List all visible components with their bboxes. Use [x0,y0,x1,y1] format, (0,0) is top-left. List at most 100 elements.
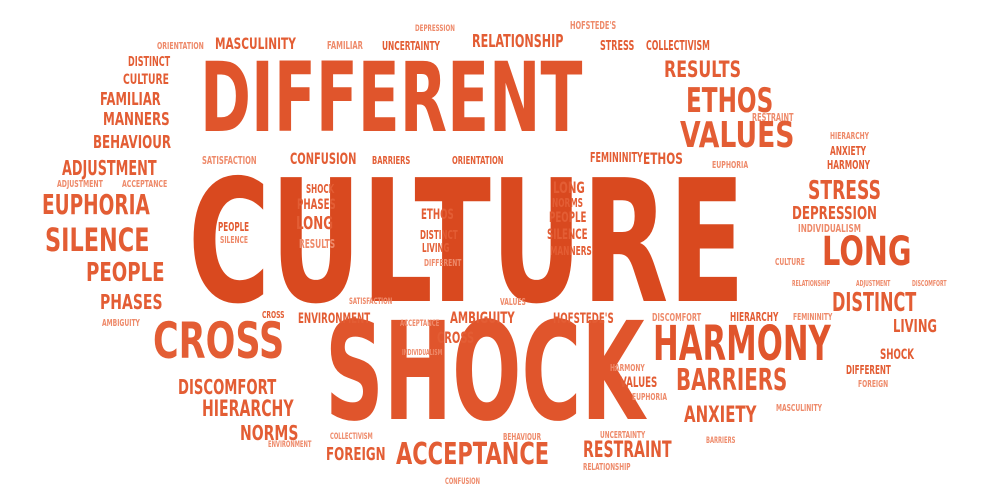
cloud-word: DISCOMFORT [912,279,947,288]
cloud-word: RESULTS [299,237,336,251]
cloud-word: INDIVIDUALISM [402,348,443,357]
cloud-word: LIVING [422,241,450,255]
cloud-word: FAMILIAR [327,39,363,52]
cloud-word: ADJUSTMENT [62,156,157,180]
cloud-word: FEMININITY [590,151,643,166]
cloud-word: CULTURE [188,144,746,342]
cloud-word: RELATIONSHIP [472,31,564,52]
cloud-word: CROSS [262,310,285,321]
cloud-word: hOFSTEDE'S [570,19,617,32]
cloud-word: NORMS [240,421,299,445]
cloud-word: Shock [306,182,335,196]
cloud-word: PEOPLE [218,220,250,234]
cloud-word: INDIVIDUALISM [798,222,861,235]
cloud-word: PEOPLE [549,210,587,226]
cloud-word: CROSS [153,312,285,370]
cloud-word: FAMILIAR [100,89,161,110]
cloud-word: hIERARCHY [730,310,779,324]
cloud-word: ACCEPTANCE [400,319,440,329]
cloud-word: CONFUSION [445,477,480,487]
cloud-word: LONG [296,213,333,234]
cloud-word: Ethos [421,207,454,223]
cloud-word: DEPRESSION [415,24,455,34]
cloud-word: PEOPLE [86,258,165,288]
cloud-word: VALUES [620,375,658,391]
cloud-word: RELATIONShIP [583,462,631,473]
cloud-word: UNCERTAINTY [600,430,646,441]
cloud-word: MASCULINITY [776,403,822,414]
cloud-word: Ethos [686,81,774,121]
cloud-word: STRESS [600,39,635,54]
cloud-word: STRESS [808,176,881,206]
cloud-word: ANXIETY [684,403,757,428]
cloud-word: COLLECTIVISM [330,432,373,442]
cloud-word: MANNERS [103,109,170,130]
cloud-word: BARRIERS [676,363,788,398]
cloud-word: SILENCE [45,221,150,259]
cloud-word: hARMONY [610,363,645,374]
cloud-word: FEMININITY [793,312,833,323]
cloud-word: Shock [880,347,914,363]
cloud-word: ACCEPTANCE [396,437,550,472]
cloud-word: RESULTS [664,58,741,83]
cloud-word: COLLECTIVISM [646,39,710,54]
cloud-word: Shock [325,294,645,452]
cloud-word: DIFFERENT [846,363,891,377]
cloud-word: Phases [297,197,336,213]
cloud-word: hARMONY [827,158,871,172]
cloud-word: DIFFERENT [200,42,583,154]
cloud-word: AMBIGUITY [450,308,515,327]
cloud-word: NORMS [552,196,584,210]
cloud-word: CULTURE [775,257,805,268]
cloud-word: Behaviour [93,132,172,153]
cloud-word: AMBIGUITY [102,318,140,329]
cloud-word: ORIENTATION [157,41,204,52]
cloud-word: CROSS [437,328,475,347]
cloud-word: CULTURE [123,72,169,88]
cloud-word: FOREIGN [858,379,889,390]
cloud-word: ORIENTATION [452,154,504,167]
cloud-word: BARRIERS [372,154,411,167]
cloud-word: EUPHORIA [42,188,150,221]
cloud-word: Ethos [643,149,683,168]
cloud-word: BEhAVIOUR [503,432,542,443]
cloud-word: BARRIERS [706,436,736,446]
cloud-word: SILENCE [220,235,249,246]
cloud-word: hIERARCHY [830,131,870,142]
cloud-word: hOFSTEDE'S [553,311,614,327]
cloud-word: hARMONY [653,316,831,372]
cloud-word: ENVIRONMENT [268,440,312,450]
cloud-word: SATISFACTION [202,154,257,167]
cloud-word: RESTRAINT [752,111,794,124]
cloud-word: CONFUSION [290,149,357,168]
cloud-word: MANNERS [550,244,592,258]
cloud-word: LONG [553,178,585,197]
cloud-word: ENVIRONMENT [298,311,371,327]
cloud-word: SATISFACTION [349,297,393,307]
cloud-word: EUPhORIA [632,392,667,403]
cloud-word: DISTINCT [832,288,917,318]
cloud-word: DISCOMFORT [652,311,702,324]
cloud-word: DEPRESSION [792,203,877,224]
cloud-word: MASCULINITY [215,34,296,53]
cloud-word: LIVING [893,316,937,337]
cloud-word: Phases [100,290,163,314]
cloud-word: RESTRAINT [583,438,672,463]
cloud-word: DISTINCT [128,55,171,70]
cloud-word: DISCOMFORT [178,375,277,399]
cloud-word: LONG [822,229,912,275]
cloud-word: ADJUSTMENT [57,179,103,190]
cloud-word: ANXIETY [830,144,867,158]
cloud-word: ACCEPTANCE [122,179,168,190]
cloud-word: FOREIGN [326,444,386,465]
cloud-word: VALUES [680,115,795,156]
cloud-word: EUPhORIA [712,160,749,171]
cloud-word: DIFFERENT [424,258,462,269]
cloud-word: SILENCE [547,227,588,243]
cloud-word: VALUES [500,297,526,308]
cloud-word: hIERARCHY [202,397,294,422]
cloud-word: RELATIONShIP [792,279,831,288]
cloud-word: ADJUSTMENT [856,279,891,288]
cloud-word: DISTINCT [420,228,458,242]
